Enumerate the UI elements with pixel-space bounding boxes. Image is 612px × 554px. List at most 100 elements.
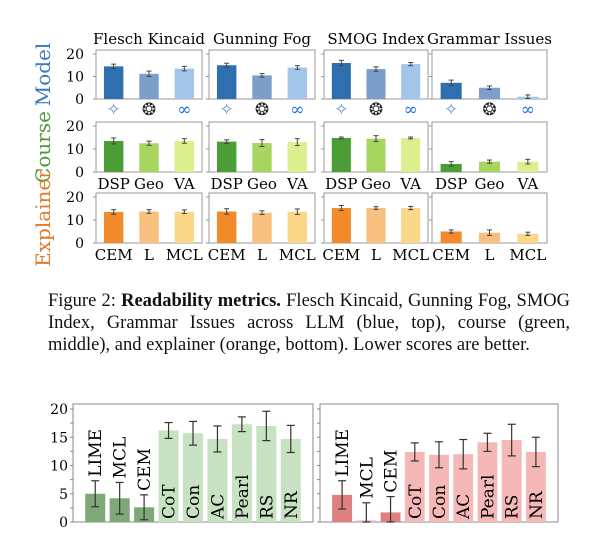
bar — [517, 161, 539, 172]
category-label: DSP — [210, 175, 242, 193]
bar-label: MCL — [111, 437, 131, 479]
bar — [440, 163, 462, 172]
bar — [478, 161, 501, 172]
bar — [85, 493, 106, 522]
bar — [158, 430, 179, 522]
bar — [331, 208, 351, 243]
bar — [216, 211, 237, 243]
y-tick-label: 20 — [66, 190, 84, 206]
bar — [401, 208, 421, 243]
bar — [103, 211, 124, 243]
gemini-icon: ✧ — [334, 100, 348, 120]
bar — [440, 82, 462, 99]
bar — [478, 87, 501, 99]
bar-label: LIME — [333, 429, 353, 477]
bar — [174, 211, 195, 243]
bar — [331, 137, 351, 172]
column-title: SMOG Index — [327, 30, 425, 48]
bar-label: Pearl — [478, 475, 498, 519]
category-label: L — [371, 246, 381, 264]
category-label: Geo — [475, 175, 505, 193]
bar — [440, 231, 462, 243]
category-label: L — [144, 246, 154, 264]
y-tick-label: 20 — [66, 47, 84, 63]
bar — [216, 141, 237, 172]
bar-label: NR — [527, 490, 547, 519]
bar — [139, 143, 159, 172]
openai-icon: ❂ — [482, 100, 496, 120]
caption-text: Flesch Kincaid, Gunning Fog, SMOG Index,… — [48, 291, 571, 355]
bar — [366, 138, 386, 172]
category-label: L — [485, 246, 495, 264]
category-label: MCL — [392, 246, 429, 264]
bar — [404, 451, 425, 522]
bar-label: CoT — [160, 484, 180, 519]
bar-label: AC — [454, 494, 474, 520]
bar — [429, 454, 449, 522]
bar — [287, 67, 308, 99]
category-label: MCL — [279, 246, 316, 264]
bar-label: CEM — [382, 450, 402, 493]
gemini-icon: ✧ — [107, 100, 121, 120]
bar — [287, 211, 308, 243]
category-label: CEM — [322, 246, 360, 264]
y-tick-label: 10 — [50, 459, 68, 475]
bar-label: NR — [282, 490, 302, 519]
y-tick-label: 20 — [50, 402, 68, 418]
meta-icon: ∞ — [177, 100, 191, 120]
bar-label: RS — [503, 495, 523, 519]
bar — [477, 442, 498, 522]
y-tick-label: 0 — [75, 92, 84, 108]
category-label: VA — [286, 175, 308, 193]
bar — [207, 438, 228, 522]
category-label: CEM — [95, 246, 133, 264]
openai-icon: ❂ — [369, 100, 383, 120]
bar — [139, 73, 159, 99]
bar-label: RS — [257, 495, 277, 519]
y-tick-label: 0 — [75, 236, 84, 252]
figure-caption: Figure 2: Readability metrics. Flesch Ki… — [48, 290, 570, 356]
bar-label: CoT — [406, 484, 426, 519]
column-title: Grammar Issues — [427, 30, 552, 48]
gemini-icon: ✧ — [444, 100, 458, 120]
category-label: VA — [517, 175, 539, 193]
bar — [252, 143, 272, 172]
bar-label: AC — [208, 494, 228, 520]
bar — [401, 64, 421, 99]
bar — [366, 69, 386, 99]
bar-label: Con — [184, 485, 204, 519]
openai-icon: ❂ — [142, 100, 156, 120]
category-label: CEM — [208, 246, 246, 264]
bar-label: MCL — [357, 457, 377, 499]
category-label: VA — [399, 175, 421, 193]
category-label: CEM — [432, 246, 470, 264]
y-tick-label: 10 — [66, 142, 84, 158]
y-tick-label: 0 — [75, 165, 84, 181]
row-label: Course — [31, 111, 55, 183]
bar — [401, 137, 421, 172]
bar — [174, 140, 195, 172]
bar — [280, 438, 301, 522]
category-label: Geo — [247, 175, 277, 193]
bar — [216, 65, 237, 99]
category-label: MCL — [509, 246, 546, 264]
category-label: Geo — [134, 175, 164, 193]
gemini-icon: ✧ — [220, 100, 234, 120]
bar-label: CEM — [135, 448, 155, 491]
bar — [139, 211, 159, 243]
bar — [231, 424, 252, 522]
bar — [103, 66, 124, 99]
caption-label: Figure 2: — [48, 291, 116, 311]
category-label: L — [257, 246, 267, 264]
row-label: Explainer — [31, 169, 55, 267]
bar — [517, 233, 539, 243]
bar-label: Pearl — [233, 475, 253, 519]
bar — [103, 140, 124, 172]
category-label: VA — [173, 175, 195, 193]
y-tick-label: 0 — [59, 515, 68, 531]
bar — [525, 451, 546, 522]
y-tick-label: 5 — [59, 487, 68, 503]
row-label: Model — [31, 43, 55, 107]
bar — [331, 63, 351, 99]
